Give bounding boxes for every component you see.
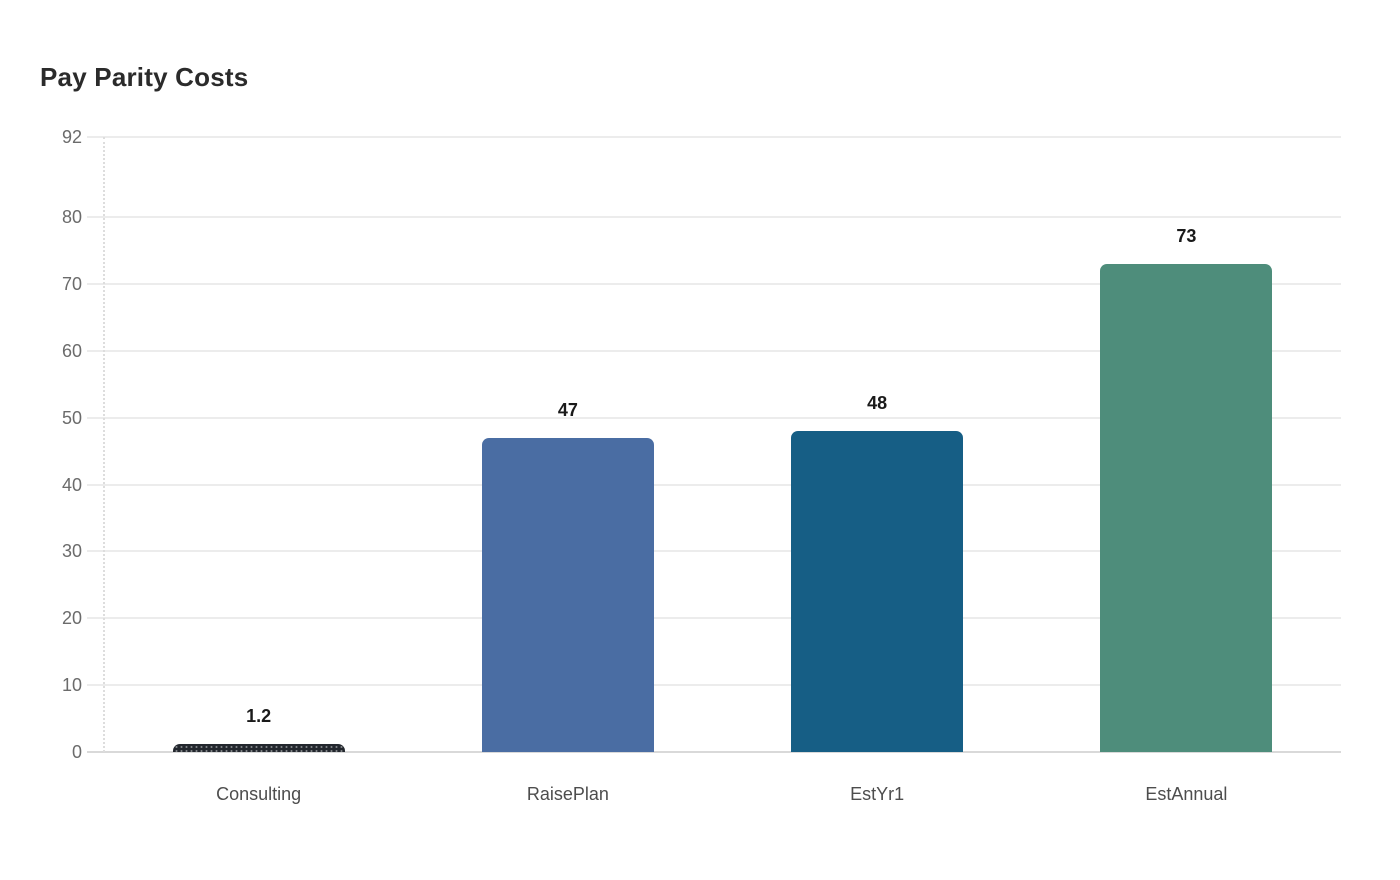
- bar: [791, 431, 964, 752]
- x-axis-label: Consulting: [216, 784, 302, 804]
- x-axis-label: RaisePlan: [526, 784, 609, 804]
- gridline: [87, 617, 1341, 620]
- y-axis-tick-label: 10: [61, 675, 82, 696]
- gridline: [87, 416, 1341, 419]
- y-axis-tick-label: 40: [61, 474, 82, 495]
- gridline: [87, 283, 1341, 286]
- y-axis-tick-label: 50: [61, 407, 82, 428]
- bar-value-label: 48: [867, 393, 888, 414]
- gridline: [87, 483, 1341, 486]
- y-axis-tick-label: 80: [61, 207, 82, 228]
- gridline: [87, 684, 1341, 687]
- gridline: [87, 136, 1341, 138]
- x-axis-baseline: [87, 751, 1341, 753]
- y-axis-tick-label: 30: [61, 541, 82, 562]
- x-axis-label: EstAnnual: [1145, 784, 1228, 804]
- bar: [172, 743, 345, 752]
- bar: [1100, 264, 1273, 752]
- y-axis-tick-label: 60: [61, 340, 82, 361]
- bar-value-label: 47: [557, 399, 578, 420]
- x-axis-label: EstYr1: [850, 784, 905, 804]
- chart-title: Pay Parity Costs: [40, 62, 249, 92]
- bar-value-label: 73: [1176, 226, 1197, 246]
- gridline: [87, 349, 1341, 352]
- bar-value-label: 1.2: [246, 705, 272, 726]
- y-axis-tick-label: 20: [61, 608, 82, 629]
- y-axis-tick-label: 92: [61, 127, 82, 147]
- y-axis-tick-label: 70: [61, 274, 82, 295]
- y-axis-line: [103, 137, 105, 752]
- y-axis-tick-label: 0: [71, 742, 82, 762]
- gridline: [87, 216, 1341, 219]
- gridline: [87, 550, 1341, 553]
- bar: [481, 437, 654, 752]
